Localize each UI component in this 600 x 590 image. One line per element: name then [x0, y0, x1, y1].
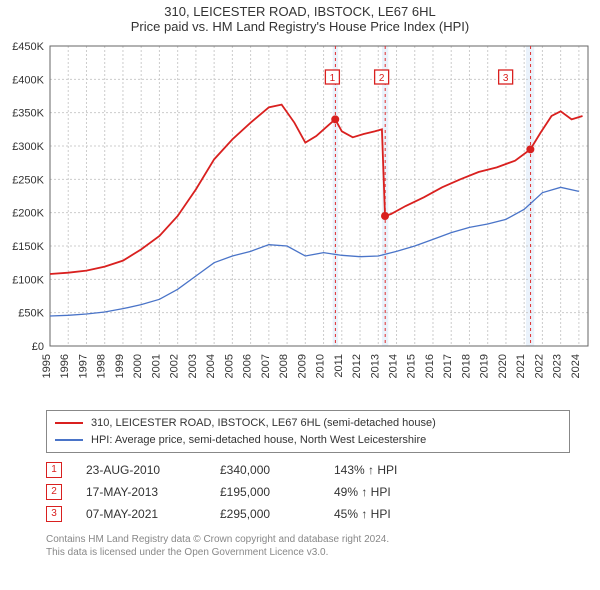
svg-text:£250K: £250K	[12, 174, 44, 186]
sale-marker-3: 3	[46, 506, 62, 522]
sale-date-3: 07-MAY-2021	[86, 507, 196, 521]
title-subtitle: Price paid vs. HM Land Registry's House …	[0, 19, 600, 34]
svg-text:£200K: £200K	[12, 208, 44, 220]
svg-text:2003: 2003	[187, 354, 199, 378]
svg-text:1997: 1997	[77, 354, 89, 378]
svg-text:1998: 1998	[96, 354, 108, 378]
svg-text:£150K: £150K	[12, 241, 44, 253]
svg-text:2012: 2012	[351, 354, 363, 378]
sale-marker-2: 2	[46, 484, 62, 500]
svg-text:£100K: £100K	[12, 274, 44, 286]
svg-text:1996: 1996	[59, 354, 71, 378]
title-address: 310, LEICESTER ROAD, IBSTOCK, LE67 6HL	[0, 4, 600, 19]
legend-row-hpi: HPI: Average price, semi-detached house,…	[55, 432, 561, 449]
svg-text:2020: 2020	[497, 354, 509, 378]
svg-text:2007: 2007	[260, 354, 272, 378]
svg-text:2004: 2004	[205, 354, 217, 378]
svg-text:2021: 2021	[515, 354, 527, 378]
svg-text:1995: 1995	[41, 354, 53, 378]
svg-text:2010: 2010	[315, 354, 327, 378]
svg-text:2014: 2014	[388, 354, 400, 378]
svg-text:£350K: £350K	[12, 108, 44, 120]
svg-text:£300K: £300K	[12, 141, 44, 153]
svg-text:2023: 2023	[552, 354, 564, 378]
legend-row-property: 310, LEICESTER ROAD, IBSTOCK, LE67 6HL (…	[55, 415, 561, 432]
legend-label-property: 310, LEICESTER ROAD, IBSTOCK, LE67 6HL (…	[91, 415, 436, 432]
sale-marker-1: 1	[46, 462, 62, 478]
sale-date-2: 17-MAY-2013	[86, 485, 196, 499]
sale-price-2: £195,000	[220, 485, 310, 499]
svg-text:2: 2	[379, 73, 385, 84]
legend-swatch-hpi	[55, 439, 83, 441]
sales-table: 1 23-AUG-2010 £340,000 143% ↑ HPI 2 17-M…	[46, 459, 570, 525]
footnote: Contains HM Land Registry data © Crown c…	[46, 533, 570, 559]
svg-text:2017: 2017	[442, 354, 454, 378]
svg-text:2005: 2005	[223, 354, 235, 378]
chart-svg: £0 £50K £100K £150K £200K £250K £300K £350K £400…	[0, 34, 600, 404]
sale-price-3: £295,000	[220, 507, 310, 521]
svg-text:1: 1	[330, 73, 336, 84]
svg-text:2013: 2013	[369, 354, 381, 378]
svg-text:2008: 2008	[278, 354, 290, 378]
svg-text:2019: 2019	[479, 354, 491, 378]
sale-pct-3: 45% ↑ HPI	[334, 507, 444, 521]
svg-text:2016: 2016	[424, 354, 436, 378]
svg-text:2000: 2000	[132, 354, 144, 378]
sale-row-3: 3 07-MAY-2021 £295,000 45% ↑ HPI	[46, 503, 570, 525]
title-block: 310, LEICESTER ROAD, IBSTOCK, LE67 6HL P…	[0, 0, 600, 34]
footnote-line2: This data is licensed under the Open Gov…	[46, 546, 570, 559]
sale-pct-1: 143% ↑ HPI	[334, 463, 444, 477]
svg-text:2011: 2011	[333, 354, 345, 378]
sale-price-1: £340,000	[220, 463, 310, 477]
svg-text:£400K: £400K	[12, 74, 44, 86]
svg-text:£450K: £450K	[12, 41, 44, 53]
sale-row-1: 1 23-AUG-2010 £340,000 143% ↑ HPI	[46, 459, 570, 481]
svg-text:3: 3	[503, 73, 509, 84]
svg-text:2018: 2018	[460, 354, 472, 378]
legend: 310, LEICESTER ROAD, IBSTOCK, LE67 6HL (…	[46, 410, 570, 453]
sale-pct-2: 49% ↑ HPI	[334, 485, 444, 499]
svg-text:£0: £0	[32, 341, 44, 353]
legend-label-hpi: HPI: Average price, semi-detached house,…	[91, 432, 426, 449]
svg-text:2001: 2001	[150, 354, 162, 378]
chart-area: £0 £50K £100K £150K £200K £250K £300K £350K £400…	[0, 34, 600, 404]
footnote-line1: Contains HM Land Registry data © Crown c…	[46, 533, 570, 546]
svg-text:2002: 2002	[169, 354, 181, 378]
svg-text:2015: 2015	[406, 354, 418, 378]
svg-text:£50K: £50K	[18, 308, 44, 320]
sale-row-2: 2 17-MAY-2013 £195,000 49% ↑ HPI	[46, 481, 570, 503]
svg-text:1999: 1999	[114, 354, 126, 378]
legend-swatch-property	[55, 422, 83, 424]
svg-text:2009: 2009	[296, 354, 308, 378]
sale-date-1: 23-AUG-2010	[86, 463, 196, 477]
svg-text:2006: 2006	[242, 354, 254, 378]
svg-text:2022: 2022	[533, 354, 545, 378]
svg-text:2024: 2024	[570, 354, 582, 378]
